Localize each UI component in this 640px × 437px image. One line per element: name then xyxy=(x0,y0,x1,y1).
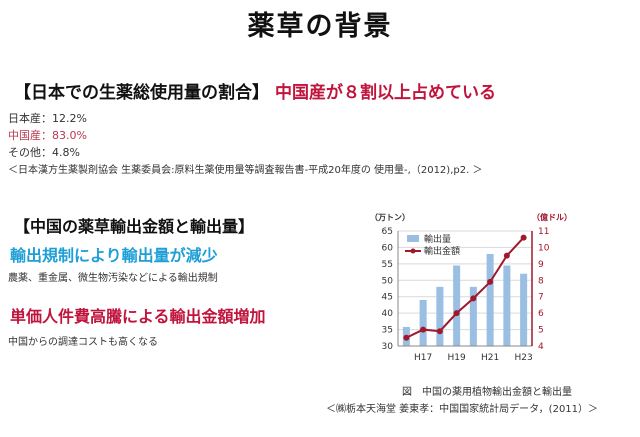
bar-export-volume xyxy=(469,286,477,346)
line-point-export-value xyxy=(436,328,443,335)
point1-subtext: 農薬、重金属、微生物汚染などによる輸出規制 xyxy=(8,273,218,284)
bar-export-volume xyxy=(419,300,427,346)
source-citation-2: ＜㈱栃本天海堂 姜東孝：中国国家統計局データ，(2011）＞ xyxy=(326,404,599,415)
page-title: 薬草の背景 xyxy=(247,11,393,42)
line-point-export-value xyxy=(520,234,527,241)
y-right-tick-label: 11 xyxy=(538,227,549,237)
y-left-tick-label: 55 xyxy=(382,260,393,270)
stat-other: その他：4.8% xyxy=(8,146,80,159)
y-left-tick-label: 60 xyxy=(382,243,394,253)
left-axis-unit-label: （万トン） xyxy=(370,212,410,222)
stat-china: 中国産：83.0% xyxy=(8,129,87,142)
y-right-tick-label: 10 xyxy=(538,243,550,253)
y-left-tick-label: 45 xyxy=(382,293,393,303)
line-point-export-value xyxy=(403,334,410,341)
x-tick-label: H23 xyxy=(515,353,533,363)
line-point-export-value xyxy=(503,252,510,259)
y-right-tick-label: 6 xyxy=(538,309,544,319)
line-point-export-value xyxy=(420,326,427,333)
bar-export-volume xyxy=(520,273,528,346)
y-right-tick-label: 7 xyxy=(538,293,544,303)
x-tick-label: H19 xyxy=(448,353,466,363)
y-right-tick-label: 5 xyxy=(538,326,544,336)
line-point-export-value xyxy=(470,295,477,302)
bar-export-volume xyxy=(486,254,494,346)
legend-bar-swatch xyxy=(407,235,419,242)
y-right-tick-label: 4 xyxy=(538,342,544,352)
chart-caption: 図 中国の薬用植物輸出金額と輸出量 xyxy=(402,387,572,398)
line-point-export-value xyxy=(487,278,494,285)
bar-export-volume xyxy=(453,265,461,346)
section1-heading-text: 【日本での生薬総使用量の割合】 xyxy=(14,83,269,103)
y-left-tick-label: 35 xyxy=(382,326,393,336)
bar-export-volume xyxy=(503,265,511,346)
legend-bar-label: 輸出量 xyxy=(424,233,451,245)
point2-title: 単価人件費高騰による輸出金額増加 xyxy=(10,307,266,326)
x-tick-label: H21 xyxy=(481,353,499,363)
line-point-export-value xyxy=(453,310,460,317)
y-left-tick-label: 40 xyxy=(382,309,394,319)
point2-subtext: 中国からの調達コストも高くなる xyxy=(8,337,158,348)
y-right-tick-label: 9 xyxy=(538,260,544,270)
legend-line-label: 輸出金額 xyxy=(424,245,460,257)
legend-line-marker xyxy=(410,248,416,254)
y-right-tick-label: 8 xyxy=(538,276,544,286)
bar-export-volume xyxy=(436,286,444,346)
section1-highlight: 中国産が８割以上占めている xyxy=(275,83,496,103)
x-tick-label: H17 xyxy=(414,353,432,363)
right-axis-unit-label: （億ドル） xyxy=(532,212,572,222)
point1-title: 輸出規制により輸出量が減少 xyxy=(10,246,218,265)
source-citation-1: ＜日本漢方生薬製剤協会 生薬委員会:原料生薬使用量等調査報告書-平成20年度の … xyxy=(8,165,483,176)
y-left-tick-label: 50 xyxy=(382,276,394,286)
y-left-tick-label: 30 xyxy=(382,342,394,352)
stat-japan: 日本産：12.2% xyxy=(8,112,87,125)
section2-heading: 【中国の薬草輸出金額と輸出量】 xyxy=(14,217,255,236)
section1-heading: 【日本での生薬総使用量の割合】 中国産が８割以上占めている xyxy=(14,78,496,103)
y-left-tick-label: 65 xyxy=(382,227,393,237)
